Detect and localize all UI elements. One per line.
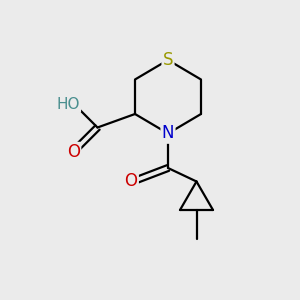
Text: HO: HO [56,97,80,112]
Text: S: S [163,51,173,69]
Text: O: O [124,172,138,190]
Text: N: N [162,124,174,142]
Text: O: O [67,143,80,161]
